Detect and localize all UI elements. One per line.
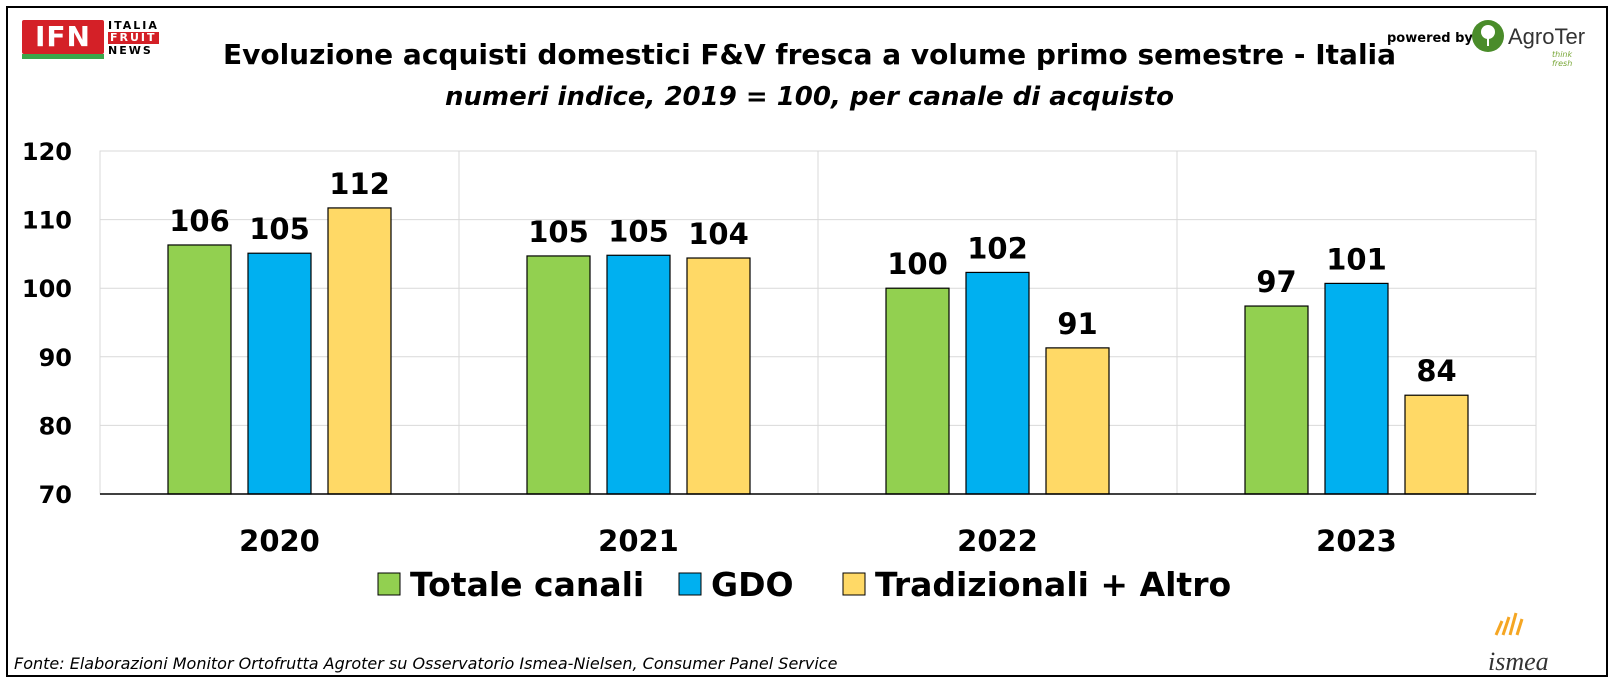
ifn-logo-line: ITALIA: [108, 19, 159, 32]
data-label: 102: [967, 231, 1028, 265]
ifn-logo-mark: IFN: [22, 20, 104, 54]
agroter-logo: AgroTer think fresh: [1472, 20, 1592, 68]
data-label: 97: [1256, 265, 1296, 299]
ifn-logo-line: FRUIT: [108, 31, 159, 44]
x-tick-label: 2020: [239, 524, 320, 558]
data-label: 84: [1416, 354, 1456, 388]
y-tick-label: 70: [39, 481, 72, 509]
data-label: 101: [1326, 242, 1387, 276]
chart-title: Evoluzione acquisti domestici F&V fresca…: [222, 38, 1397, 71]
ifn-logo-line: NEWS: [108, 44, 153, 57]
data-label: 106: [169, 204, 230, 238]
bar: [327, 207, 392, 495]
data-label: 105: [249, 212, 310, 246]
y-tick-label: 110: [22, 207, 72, 235]
legend-swatch: [842, 572, 866, 596]
data-label: 105: [528, 215, 589, 249]
legend-label: GDO: [711, 565, 794, 604]
ifn-logo: IFN ITALIA FRUIT NEWS: [22, 20, 172, 60]
x-tick-label: 2023: [1316, 524, 1397, 558]
bar: [1045, 347, 1110, 495]
ifn-logo-stripe: [22, 54, 104, 59]
legend-label: Tradizionali + Altro: [875, 565, 1231, 604]
ismea-name: ismea: [1488, 647, 1549, 676]
legend-swatch: [377, 572, 401, 596]
x-tick-label: 2021: [598, 524, 679, 558]
bar: [167, 244, 232, 495]
x-tick-label: 2022: [957, 524, 1038, 558]
tree-icon: [1472, 20, 1504, 52]
legend-swatch: [678, 572, 702, 596]
bar: [526, 255, 591, 495]
powered-by-label: powered by: [1387, 31, 1473, 46]
ismea-logo: ismea: [1488, 605, 1568, 676]
bar: [606, 254, 671, 495]
y-tick-label: 100: [22, 275, 72, 303]
sun-rays-icon: [1494, 612, 1524, 636]
bar: [686, 257, 751, 495]
bar: [965, 271, 1030, 495]
chart-frame: [6, 6, 1608, 677]
agroter-name: AgroTer: [1508, 24, 1586, 49]
chart-subtitle: numeri indice, 2019 = 100, per canale di…: [445, 82, 1174, 112]
data-label: 112: [329, 167, 390, 201]
y-tick-label: 120: [22, 138, 72, 166]
data-label: 100: [887, 247, 948, 281]
bar: [247, 252, 312, 495]
bar: [1244, 305, 1309, 495]
data-label: 104: [688, 217, 749, 251]
y-tick-label: 90: [39, 344, 72, 372]
bar: [885, 287, 950, 495]
bar: [1324, 282, 1389, 495]
bar: [1404, 394, 1469, 495]
y-tick-label: 80: [39, 412, 72, 440]
data-label: 91: [1057, 307, 1097, 341]
legend-label: Totale canali: [410, 565, 644, 604]
agroter-tagline: think fresh: [1552, 50, 1573, 68]
source-note: Fonte: Elaborazioni Monitor Ortofrutta A…: [14, 654, 838, 673]
data-label: 105: [608, 214, 669, 248]
